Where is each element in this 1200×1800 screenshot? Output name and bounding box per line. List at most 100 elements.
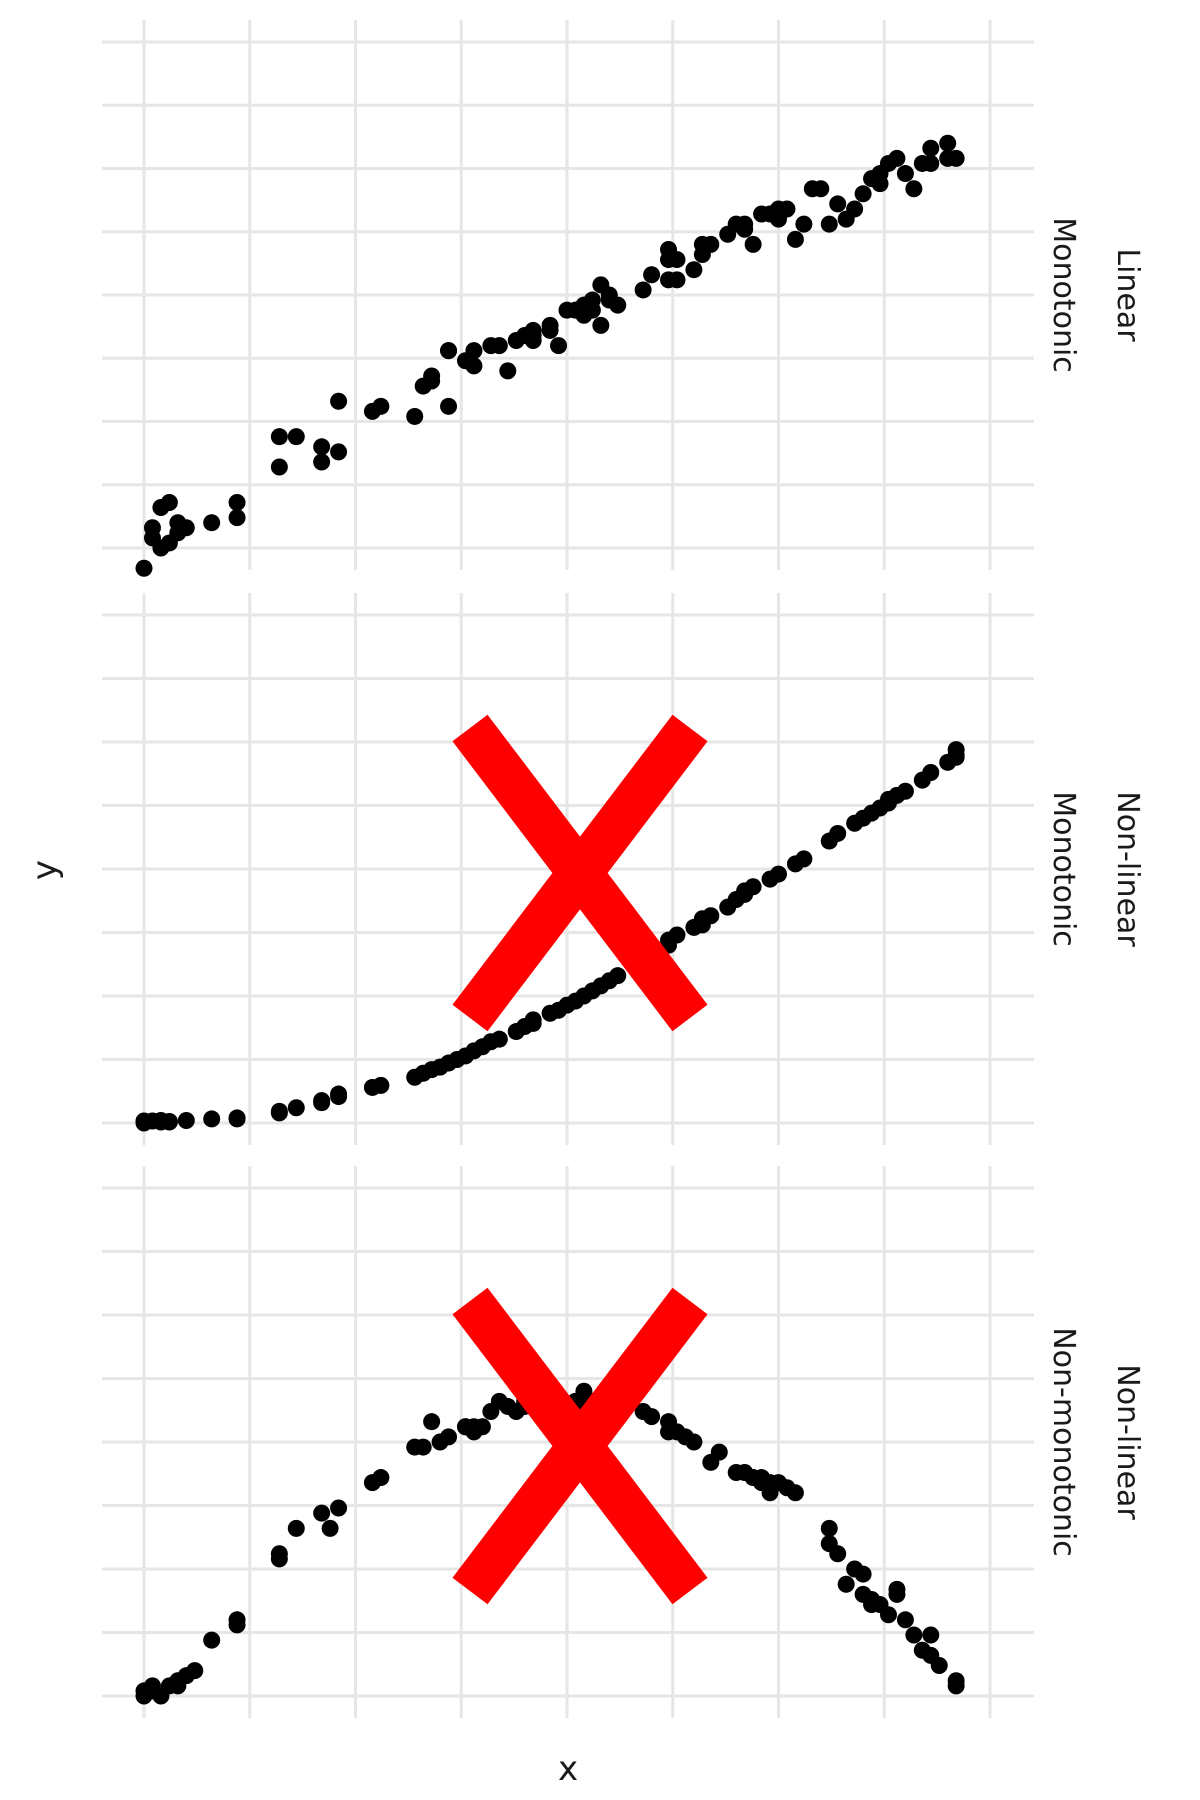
facet-panel: Non-linear Non-monotonic	[102, 1166, 1145, 1718]
scatter-point	[896, 165, 914, 183]
scatter-point	[922, 1626, 940, 1644]
scatter-point	[744, 235, 762, 253]
scatter-point	[846, 200, 864, 218]
scatter-point	[786, 230, 804, 248]
scatter-point	[812, 180, 830, 198]
scatter-point	[947, 741, 965, 759]
scatter-point	[930, 1657, 948, 1675]
scatter-point	[423, 367, 441, 385]
scatter-point	[177, 1111, 195, 1129]
scatter-point	[922, 154, 940, 172]
scatter-point	[888, 149, 906, 167]
scatter-point	[313, 453, 331, 471]
scatter-point	[643, 1408, 661, 1426]
scatter-point	[270, 458, 288, 476]
scatter-point	[583, 291, 601, 309]
scatter-point	[313, 1504, 331, 1522]
scatter-point	[524, 326, 542, 344]
scatter-point	[820, 1519, 838, 1537]
scatter-point	[228, 509, 246, 527]
scatter-point	[736, 215, 754, 233]
scatter-point	[829, 824, 847, 842]
scatter-point	[685, 1433, 703, 1451]
scatter-point	[668, 926, 686, 944]
scatter-point	[668, 251, 686, 269]
scatter-point	[829, 1545, 847, 1563]
scatter-point	[160, 493, 178, 511]
scatter-point	[905, 1626, 923, 1644]
scatter-point	[313, 1092, 331, 1110]
scatter-point	[330, 1499, 348, 1517]
facet-strip-label: Monotonic	[1046, 217, 1081, 373]
scatter-point	[372, 1469, 390, 1487]
scatter-point	[287, 428, 305, 446]
scatter-point	[490, 337, 508, 355]
scatter-point	[372, 1076, 390, 1094]
facet-strip-label: Non-monotonic	[1046, 1327, 1081, 1557]
scatter-point	[330, 443, 348, 461]
scatter-point	[922, 139, 940, 157]
scatter-point	[744, 878, 762, 896]
x-axis-title: x	[558, 1749, 578, 1789]
scatter-point	[609, 296, 627, 314]
scatter-point	[499, 362, 517, 380]
facet-panel: Non-linear Monotonic	[102, 593, 1145, 1145]
scatter-point	[143, 519, 161, 537]
scatter-point	[786, 1484, 804, 1502]
scatter-point	[524, 1011, 542, 1029]
scatter-point	[541, 316, 559, 334]
scatter-point	[177, 519, 195, 537]
scatter-point	[465, 342, 483, 360]
scatter-point	[795, 215, 813, 233]
facet-panel: Linear Monotonic	[102, 20, 1145, 577]
scatter-point	[406, 407, 424, 425]
scatter-point	[372, 397, 390, 415]
panels-layer: LinearMonotonicNon-linearMonotonicNon-li…	[102, 20, 1145, 1718]
scatter-point	[643, 266, 661, 284]
red-x-mark	[452, 714, 708, 1032]
scatter-point	[228, 1611, 246, 1629]
scatter-point	[203, 1110, 221, 1128]
scatter-point	[270, 428, 288, 446]
y-axis-title: y	[25, 860, 65, 880]
scatter-point	[896, 782, 914, 800]
scatter-point	[313, 438, 331, 456]
scatter-point	[854, 1565, 872, 1583]
scatter-point	[330, 1085, 348, 1103]
facet-strip-label: Non-linear	[1110, 791, 1145, 947]
scatter-point	[135, 559, 153, 577]
scatter-point	[330, 392, 348, 410]
scatter-point	[321, 1519, 339, 1537]
scatter-point	[871, 175, 889, 193]
scatter-point	[203, 514, 221, 532]
scatter-point	[710, 1443, 728, 1461]
scatter-point	[609, 967, 627, 985]
scatter-point	[702, 235, 720, 253]
scatter-point	[888, 1585, 906, 1603]
scatter-point	[939, 134, 957, 152]
scatter-point	[490, 1030, 508, 1048]
facet-strip-label: Monotonic	[1046, 791, 1081, 947]
red-x-mark	[452, 1287, 708, 1605]
scatter-point	[414, 1438, 432, 1456]
scatter-point	[592, 316, 610, 334]
scatter-point	[473, 1418, 491, 1436]
scatter-point	[287, 1099, 305, 1117]
facet-strip-label: Linear	[1110, 248, 1145, 342]
scatter-point	[795, 850, 813, 868]
scatter-point	[160, 1113, 178, 1131]
scatter-point	[896, 1611, 914, 1629]
scatter-point	[905, 180, 923, 198]
scatter-point	[685, 261, 703, 279]
scatter-point	[829, 195, 847, 213]
scatter-point	[287, 1519, 305, 1537]
scatter-point	[550, 337, 568, 355]
scatter-point	[820, 215, 838, 233]
scatter-point	[770, 865, 787, 883]
scatter-point	[270, 1102, 288, 1120]
scatter-point	[186, 1662, 204, 1680]
facet-strip-label: Non-linear	[1110, 1364, 1145, 1520]
scatter-point	[228, 493, 246, 511]
scatter-point	[947, 149, 965, 167]
